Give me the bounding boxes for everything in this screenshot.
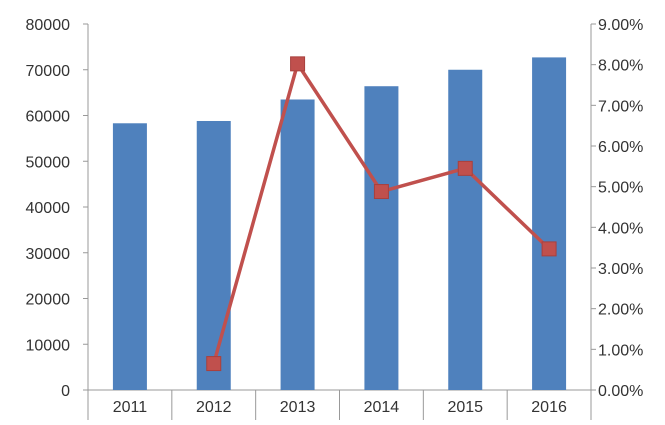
line-point-2014 bbox=[373, 184, 389, 200]
line-point-2012 bbox=[206, 356, 222, 372]
right-tick-label: 5.00% bbox=[598, 180, 643, 197]
x-axis-ticks: 2011 2012 2013 2014 2015 2016 bbox=[113, 399, 567, 416]
bar-2011 bbox=[112, 123, 147, 390]
right-tick-label: 1.00% bbox=[598, 342, 643, 359]
left-tick-label: 40000 bbox=[26, 200, 71, 217]
bar-series bbox=[112, 57, 567, 391]
bar-2012 bbox=[196, 120, 231, 391]
bar-2013 bbox=[280, 99, 315, 391]
x-tick-label: 2013 bbox=[280, 399, 316, 416]
x-tick-label: 2016 bbox=[531, 399, 567, 416]
right-tick-label: 7.00% bbox=[598, 98, 643, 115]
right-tick-label: 0.00% bbox=[598, 383, 643, 400]
x-tick-label: 2014 bbox=[364, 399, 400, 416]
left-tick-label: 50000 bbox=[26, 154, 71, 171]
left-axis-ticks: 0 10000 20000 30000 40000 50000 60000 70000 8000… bbox=[26, 17, 88, 400]
line-point-2013 bbox=[290, 56, 306, 72]
right-tick-label: 3.00% bbox=[598, 261, 643, 278]
line-point-2016 bbox=[541, 241, 557, 257]
left-tick-label: 30000 bbox=[26, 246, 71, 263]
x-tick-label: 2012 bbox=[196, 399, 232, 416]
left-tick-label: 80000 bbox=[26, 17, 71, 34]
right-tick-label: 6.00% bbox=[598, 139, 643, 156]
x-tick-label: 2015 bbox=[447, 399, 483, 416]
left-tick-label: 70000 bbox=[26, 63, 71, 80]
bar-2014 bbox=[364, 86, 399, 390]
left-tick-label: 0 bbox=[61, 383, 70, 400]
bar-2015 bbox=[448, 69, 483, 390]
right-tick-label: 8.00% bbox=[598, 58, 643, 75]
right-tick-label: 4.00% bbox=[598, 220, 643, 237]
left-tick-label: 10000 bbox=[26, 337, 71, 354]
line-point-2015 bbox=[457, 160, 473, 176]
left-tick-label: 60000 bbox=[26, 109, 71, 126]
right-tick-label: 2.00% bbox=[598, 302, 643, 319]
left-tick-label: 20000 bbox=[26, 292, 71, 309]
line-series bbox=[206, 56, 557, 372]
x-tick-label: 2011 bbox=[113, 399, 148, 416]
right-tick-label: 9.00% bbox=[598, 17, 643, 34]
right-axis-ticks: 0.00% 1.00% 2.00% 3.00% 4.00% 5.00% 6.00% 7.00%… bbox=[591, 17, 643, 400]
axes bbox=[87, 24, 592, 420]
bar-2016 bbox=[532, 57, 567, 391]
